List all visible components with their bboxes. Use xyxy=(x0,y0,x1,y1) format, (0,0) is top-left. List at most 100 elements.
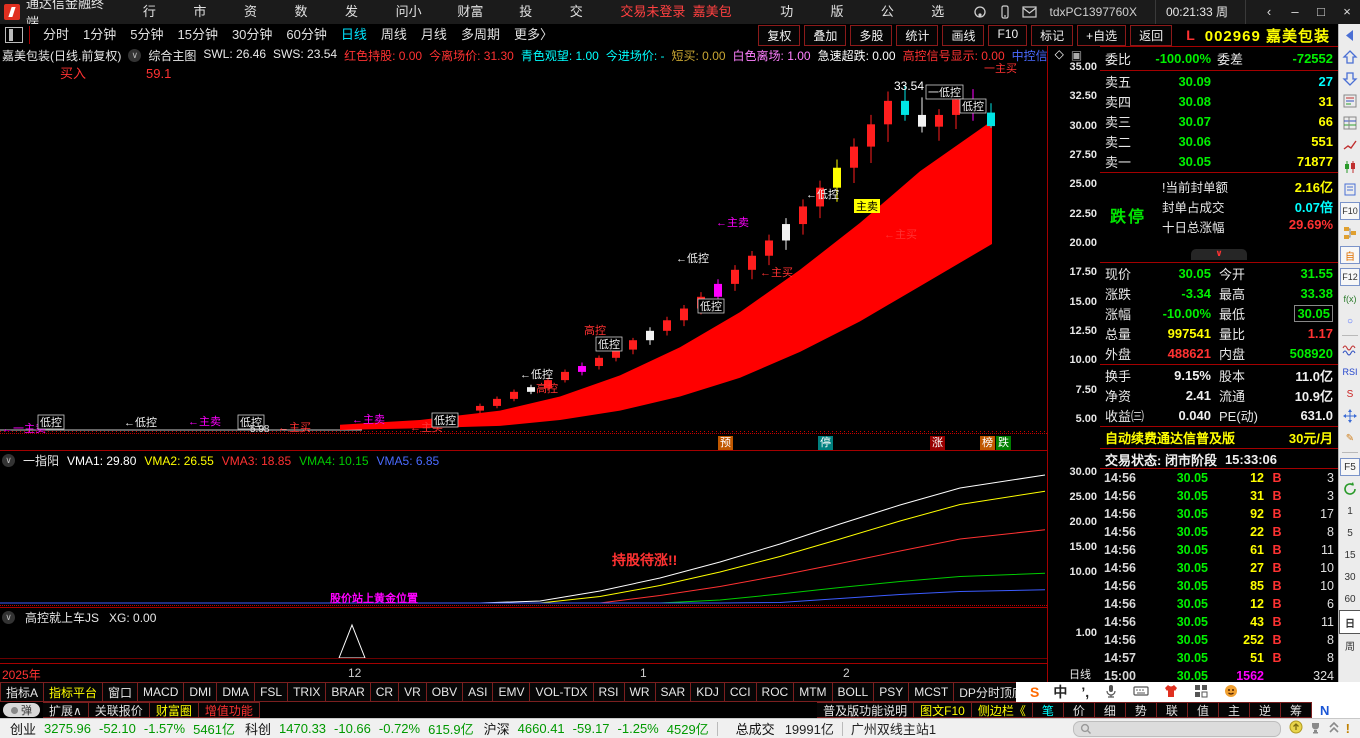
collapse-button[interactable]: ‹ xyxy=(1266,4,1272,19)
double-up-icon[interactable] xyxy=(1328,721,1340,737)
vma-indicator-panel[interactable]: ∨ 一指阳 VMA1: 29.80 VMA2: 26.55 VMA3: 18.85 V… xyxy=(0,450,1047,606)
ellipse-draw-icon[interactable]: ○ xyxy=(1346,315,1354,327)
indicator-tab-CR[interactable]: CR xyxy=(370,682,400,702)
indicator-tab-EMV[interactable]: EMV xyxy=(493,682,531,702)
indicator-tab-RSI[interactable]: RSI xyxy=(593,682,625,702)
side-mini-tab-价[interactable]: 价 xyxy=(1063,702,1095,718)
f10-button[interactable]: F10 xyxy=(1340,202,1360,220)
bottom-link-普及版功能说明[interactable]: 普及版功能说明 xyxy=(817,702,915,718)
period-多周期[interactable]: 多周期 xyxy=(460,27,500,42)
scroll-up-icon[interactable] xyxy=(1340,46,1360,68)
close-button[interactable]: × xyxy=(1343,4,1351,19)
period-月线[interactable]: 月线 xyxy=(420,27,447,42)
pencil-icon[interactable]: ✎ xyxy=(1345,432,1355,444)
bottom-tab-关联报价[interactable]: 关联报价 xyxy=(88,702,150,718)
side-mini-tab-联[interactable]: 联 xyxy=(1156,702,1188,718)
side-mini-tab-势[interactable]: 势 xyxy=(1125,702,1157,718)
indicator-tab-指标平台[interactable]: 指标平台 xyxy=(44,682,104,702)
mail-icon[interactable] xyxy=(1020,3,1039,21)
tool-F10[interactable]: F10 xyxy=(988,24,1028,46)
auto-select-icon[interactable]: 自 xyxy=(1340,246,1360,264)
back-icon[interactable] xyxy=(1340,24,1360,46)
layout-split-icon[interactable] xyxy=(5,27,23,43)
indicator-tab-MTM[interactable]: MTM xyxy=(794,682,833,702)
tool-统计[interactable]: 统计 xyxy=(896,24,939,46)
period-更多〉[interactable]: 更多〉 xyxy=(513,27,553,42)
indicator-tab-SAR[interactable]: SAR xyxy=(655,682,692,702)
bottom-tab-增值功能[interactable]: 增值功能 xyxy=(198,702,260,718)
menu-数据[interactable]: 数据 xyxy=(294,4,308,43)
ime-indicator[interactable]: N xyxy=(1312,702,1360,718)
tool-+自选[interactable]: +自选 xyxy=(1077,24,1127,46)
menu-交易[interactable]: 交易 xyxy=(569,4,583,43)
xg-dropdown-icon[interactable]: ∨ xyxy=(2,611,15,624)
indicator-tab-BRAR[interactable]: BRAR xyxy=(326,682,371,702)
move-cross-icon[interactable] xyxy=(1340,405,1360,427)
bottom-tab-财富圈[interactable]: 财富圈 xyxy=(149,702,199,718)
indicator-tab-FSL[interactable]: FSL xyxy=(255,682,289,702)
period-1分钟[interactable]: 1分钟 xyxy=(83,27,117,42)
period-15分钟[interactable]: 15分钟 xyxy=(177,27,218,42)
s-logo-icon[interactable]: S xyxy=(1346,388,1354,400)
indicator-tab-指标A[interactable]: 指标A xyxy=(0,682,45,702)
bottom-link-图文F10[interactable]: 图文F10 xyxy=(914,702,972,718)
maximize-button[interactable]: □ xyxy=(1317,4,1325,19)
indicator-tab-BOLL[interactable]: BOLL xyxy=(832,682,875,702)
panel-toggle-icon[interactable]: ▣ xyxy=(1070,48,1083,62)
bottom-tab-扩展∧[interactable]: 扩展∧ xyxy=(43,702,89,718)
period-60分钟[interactable]: 60分钟 xyxy=(286,27,327,42)
index-quote-沪深[interactable]: 沪深 4660.41 -59.17 -1.25% 4529亿 xyxy=(474,719,709,738)
side-mini-tab-细[interactable]: 细 xyxy=(1094,702,1126,718)
punctuation-icon[interactable]: ’, xyxy=(1081,684,1090,700)
side-mini-tab-值[interactable]: 值 xyxy=(1187,702,1219,718)
menu-市场[interactable]: 市场 xyxy=(193,4,207,43)
minimize-button[interactable]: – xyxy=(1291,4,1299,19)
menu-投教[interactable]: 投教 xyxy=(519,4,533,43)
tool-画线[interactable]: 画线 xyxy=(942,24,985,46)
mobile-icon[interactable] xyxy=(995,3,1014,21)
coin-icon[interactable] xyxy=(1289,720,1303,737)
vma-dropdown-icon[interactable]: ∨ xyxy=(2,454,15,467)
keyboard-icon[interactable] xyxy=(1133,683,1149,702)
scroll-down-icon[interactable] xyxy=(1340,68,1360,90)
f5-button[interactable]: F5 xyxy=(1340,458,1360,476)
period-周线[interactable]: 周线 xyxy=(380,27,407,42)
headset-icon[interactable] xyxy=(971,3,990,21)
menu-问小达[interactable]: 问小达 xyxy=(395,4,422,43)
report-icon[interactable] xyxy=(1340,90,1360,112)
server-name[interactable]: 广州双线主站1 xyxy=(850,722,937,737)
search-input[interactable] xyxy=(1072,720,1281,737)
indicator-tab-TRIX[interactable]: TRIX xyxy=(288,682,327,702)
index-quote-科创[interactable]: 科创 1470.33 -10.66 -0.72% 615.9亿 xyxy=(235,719,474,738)
period-week-button[interactable]: 周 xyxy=(1345,641,1355,653)
indicator-dropdown-icon[interactable]: ∨ xyxy=(128,48,142,62)
trend-chart-icon[interactable] xyxy=(1340,134,1360,156)
popup-toggle-pill[interactable]: 弹 xyxy=(3,703,40,717)
indicator-tab-MCST[interactable]: MCST xyxy=(909,682,955,702)
xg-signal-panel[interactable]: ∨ 高控就上车JS XG: 0.00 xyxy=(0,607,1047,664)
menu-财富圈[interactable]: 财富圈 xyxy=(457,4,484,43)
side-mini-tab-笔[interactable]: 笔 xyxy=(1032,702,1064,718)
indicator-tab-ASI[interactable]: ASI xyxy=(463,682,494,702)
sogou-icon[interactable]: S xyxy=(1030,684,1040,700)
period-分时[interactable]: 分时 xyxy=(43,27,70,42)
side-mini-tab-筹[interactable]: 筹 xyxy=(1280,702,1312,718)
indicator-name[interactable]: 综合主图 xyxy=(148,48,197,63)
period-5-button[interactable]: 5 xyxy=(1347,527,1353,539)
refresh-icon[interactable] xyxy=(1340,478,1360,500)
emoji-icon[interactable] xyxy=(1223,683,1239,702)
kline-icon[interactable] xyxy=(1340,156,1360,178)
period-日线[interactable]: 日线 xyxy=(340,27,367,42)
quote-table-icon[interactable] xyxy=(1340,112,1360,134)
period-60-button[interactable]: 60 xyxy=(1344,593,1356,605)
indicator-tab-DMI[interactable]: DMI xyxy=(184,682,218,702)
wave-indicator-icon[interactable] xyxy=(1340,339,1360,361)
indicator-tab-ROC[interactable]: ROC xyxy=(756,682,795,702)
index-quote-创业[interactable]: 创业 3275.96 -52.10 -1.57% 5461亿 xyxy=(0,719,235,738)
indicator-tab-VR[interactable]: VR xyxy=(399,682,427,702)
news-icon[interactable] xyxy=(1340,178,1360,200)
tool-复权[interactable]: 复权 xyxy=(758,24,801,46)
trade-login-status[interactable]: 交易未登录 嘉美包装 xyxy=(620,4,732,43)
skin-icon[interactable] xyxy=(1163,683,1179,702)
indicator-tab-OBV[interactable]: OBV xyxy=(426,682,464,702)
